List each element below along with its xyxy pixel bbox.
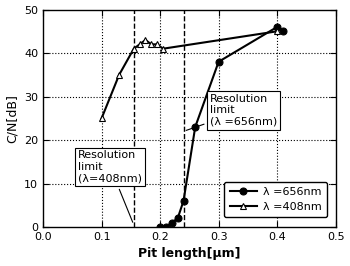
Legend: λ =656nm, λ =408nm: λ =656nm, λ =408nm xyxy=(224,182,327,217)
λ =656nm xyxy=(176,217,180,220)
λ =656nm xyxy=(181,199,186,202)
λ =656nm xyxy=(164,225,168,228)
λ =408nm xyxy=(99,117,104,120)
Text: Resolution
limit
(λ=408nm): Resolution limit (λ=408nm) xyxy=(78,150,142,222)
λ =408nm xyxy=(138,43,142,46)
Y-axis label: C/N[dB]: C/N[dB] xyxy=(6,94,19,143)
X-axis label: Pit length[μm]: Pit length[μm] xyxy=(138,247,240,260)
λ =656nm xyxy=(170,221,174,224)
λ =408nm xyxy=(275,30,279,33)
λ =408nm xyxy=(117,73,121,76)
λ =656nm xyxy=(275,25,279,28)
λ =656nm xyxy=(193,125,197,128)
λ =408nm xyxy=(132,47,136,50)
λ =408nm xyxy=(149,43,153,46)
Line: λ =408nm: λ =408nm xyxy=(98,28,281,122)
λ =656nm xyxy=(281,30,285,33)
λ =656nm xyxy=(217,60,221,63)
λ =656nm xyxy=(158,225,162,228)
λ =408nm xyxy=(144,38,148,41)
Line: λ =656nm: λ =656nm xyxy=(157,23,286,231)
Text: Resolution
limit
(λ =656nm): Resolution limit (λ =656nm) xyxy=(186,94,277,130)
λ =408nm xyxy=(155,43,159,46)
λ =408nm xyxy=(161,47,165,50)
